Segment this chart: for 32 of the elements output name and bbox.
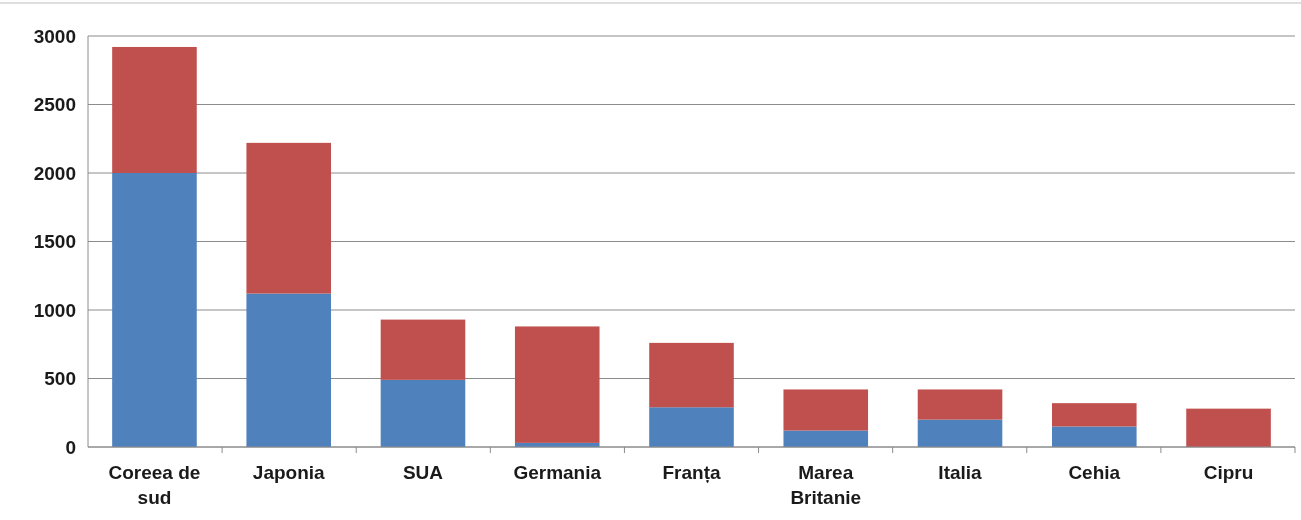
y-tick-label: 2000 [33,162,76,184]
x-tick-label: Cipru [1203,462,1254,483]
bar [1186,408,1271,447]
x-tick-label: Franța [662,462,721,483]
bar [246,293,332,447]
x-tick-label: SUA [402,462,444,483]
bar [246,142,332,294]
x-tick-label: Italia [938,462,983,483]
bar [514,326,600,443]
y-tick-label: 2500 [33,94,76,116]
y-tick-label: 1500 [33,231,76,253]
x-tick-label: Cehia [1068,462,1121,483]
bar [112,46,197,173]
x-tick-label: Coreea de sud [108,462,201,508]
bar [380,379,466,447]
x-tick-label: Germania [513,462,602,483]
bar [649,342,734,408]
y-tick-label: 3000 [33,25,76,47]
x-tick-label: Japonia [252,462,326,483]
bar [112,173,197,447]
bar [649,407,734,447]
x-tick-label: Marea Britanie [790,462,862,508]
bar [1051,426,1137,447]
y-tick-label: 0 [65,436,76,458]
bar [1051,403,1137,427]
bar [380,319,466,380]
bar [917,419,1003,447]
y-tick-label: 500 [44,368,76,390]
bar [783,389,869,431]
bar [917,389,1003,420]
bar [783,430,869,447]
y-tick-label: 1000 [33,299,76,321]
